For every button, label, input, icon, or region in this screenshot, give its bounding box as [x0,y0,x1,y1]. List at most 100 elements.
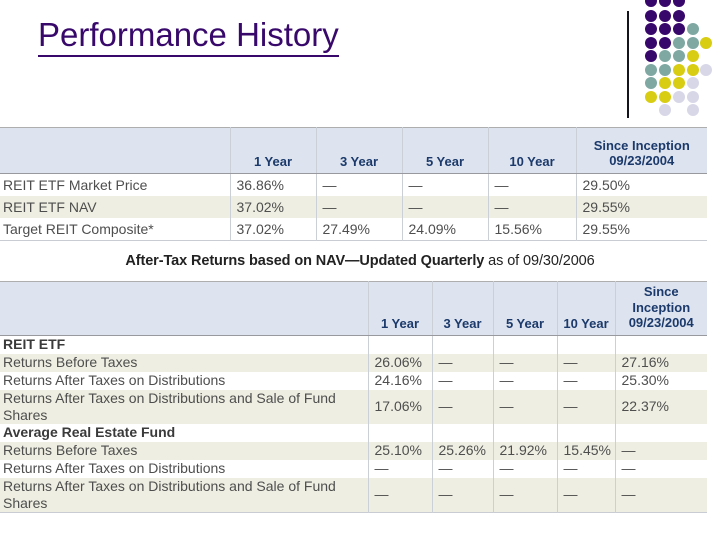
value-cell: — [614,459,707,478]
decorative-dot [659,77,671,89]
value-cell: 25.26% [431,441,493,460]
col-header-5-year: 5 Year [492,281,557,336]
decorative-dot [687,37,699,49]
value-cell: 37.02% [229,196,316,218]
since-inception-label: Since Inception [593,137,690,153]
value-cell [492,335,557,354]
value-cell: 37.02% [229,218,316,241]
value-cell: — [401,173,488,196]
value-cell: 36.86% [229,173,316,196]
value-cell: — [492,353,557,372]
decorative-dot [687,91,699,103]
row-label: Returns After Taxes on Distributions [3,460,226,477]
empty-header-cell [0,127,230,174]
value-cell: 21.92% [492,441,557,460]
value-cell: — [431,371,493,390]
decorative-dot [700,64,712,76]
table-row: REIT ETF [0,335,707,354]
decorative-dot [673,64,685,76]
decorative-dot [645,10,657,22]
value-cell: 15.45% [556,441,615,460]
decorative-dot [687,23,699,35]
decorative-dot [659,0,671,7]
value-cell: 26.06% [367,353,432,372]
section-row-label: REIT ETF [3,336,66,353]
col-header-5-year: 5 Year [401,127,488,174]
decorative-dot [687,50,699,62]
decorative-dot [687,104,699,116]
row-label: Returns After Taxes on Distributions [3,372,226,389]
decorative-dot [645,77,657,89]
table-row: Returns After Taxes on Distributions and… [0,477,707,513]
value-cell: — [492,477,557,513]
value-cell [614,335,707,354]
decorative-dot [645,23,657,35]
decorative-dot [673,0,685,7]
value-cell [492,423,557,442]
tax-table-body: REIT ETF Returns Before Taxes 26.06% — — —27.… [0,335,707,513]
value-cell: — [614,477,707,513]
row-label: Returns After Taxes on Distributions and… [3,477,336,511]
row-label: Returns After Taxes on Distributions and… [3,389,336,423]
value-cell [556,423,615,442]
table-row: REIT ETF NAV 37.02% — — —29.55% [0,196,707,218]
value-cell: — [431,459,493,478]
value-cell: — [315,196,402,218]
value-cell: — [492,459,557,478]
value-cell: — [556,459,615,478]
col-header-since-inception: Since Inception 09/23/2004 [575,127,707,174]
nav-returns-table: 1 Year 3 Year 5 Year 10 Year Since Incep… [0,127,707,241]
table-row: Returns After Taxes on Distributions 24.1… [0,371,707,390]
decorative-dot [687,64,699,76]
decorative-dot [659,37,671,49]
decorative-dot [659,91,671,103]
table-row: Returns Before Taxes 26.06% — — —27.16% [0,353,707,372]
row-label: Target REIT Composite* [3,221,154,237]
dot-decoration [0,0,720,125]
col-header-10-year: 10 Year [556,281,615,336]
since-inception-label: Since Inception [632,284,691,315]
value-cell: 15.56% [487,218,576,241]
vertical-line-decoration [627,11,629,118]
value-cell: — [431,477,493,513]
row-label: Returns Before Taxes [3,442,138,459]
decorative-dot [673,23,685,35]
decorative-dot [673,77,685,89]
col-header-1-year: 1 Year [367,281,432,336]
table-row: Returns Before Taxes 25.10% 25.26% 21.92% 15… [0,441,707,460]
decorative-dot [645,50,657,62]
value-cell: — [431,353,493,372]
value-cell [556,335,615,354]
value-cell: — [315,173,402,196]
value-cell: 22.37% [614,389,707,424]
decorative-dot [673,50,685,62]
col-header-10-year: 10 Year [487,127,576,174]
decorative-dot [687,77,699,89]
value-cell [367,423,432,442]
row-label: REIT ETF NAV [3,199,97,215]
value-cell: 27.16% [614,353,707,372]
table-row: Returns After Taxes on Distributions and… [0,389,707,424]
decorative-dot [659,23,671,35]
value-cell: — [367,459,432,478]
row-label: REIT ETF Market Price [3,177,148,193]
decorative-dot [645,0,657,7]
value-cell [367,335,432,354]
tax-table-header-row: 1 Year 3 Year 5 Year 10 Year Since Incep… [0,281,707,336]
section-row-label: Average Real Estate Fund [3,424,176,441]
value-cell: 27.49% [315,218,402,241]
value-cell [431,423,493,442]
decorative-dot [645,37,657,49]
decorative-dot [673,91,685,103]
decorative-dot [659,50,671,62]
decorative-dot [700,37,712,49]
nav-table-body: REIT ETF Market Price 36.86% — — —29.50% REIT… [0,173,707,241]
decorative-dot [673,10,685,22]
after-tax-heading-bold: After-Tax Returns based on NAV—Updated Q… [125,253,485,269]
value-cell: — [556,371,615,390]
value-cell: — [492,389,557,424]
decorative-dot [659,104,671,116]
value-cell: 24.16% [367,371,432,390]
col-header-1-year: 1 Year [229,127,316,174]
value-cell: 25.10% [367,441,432,460]
